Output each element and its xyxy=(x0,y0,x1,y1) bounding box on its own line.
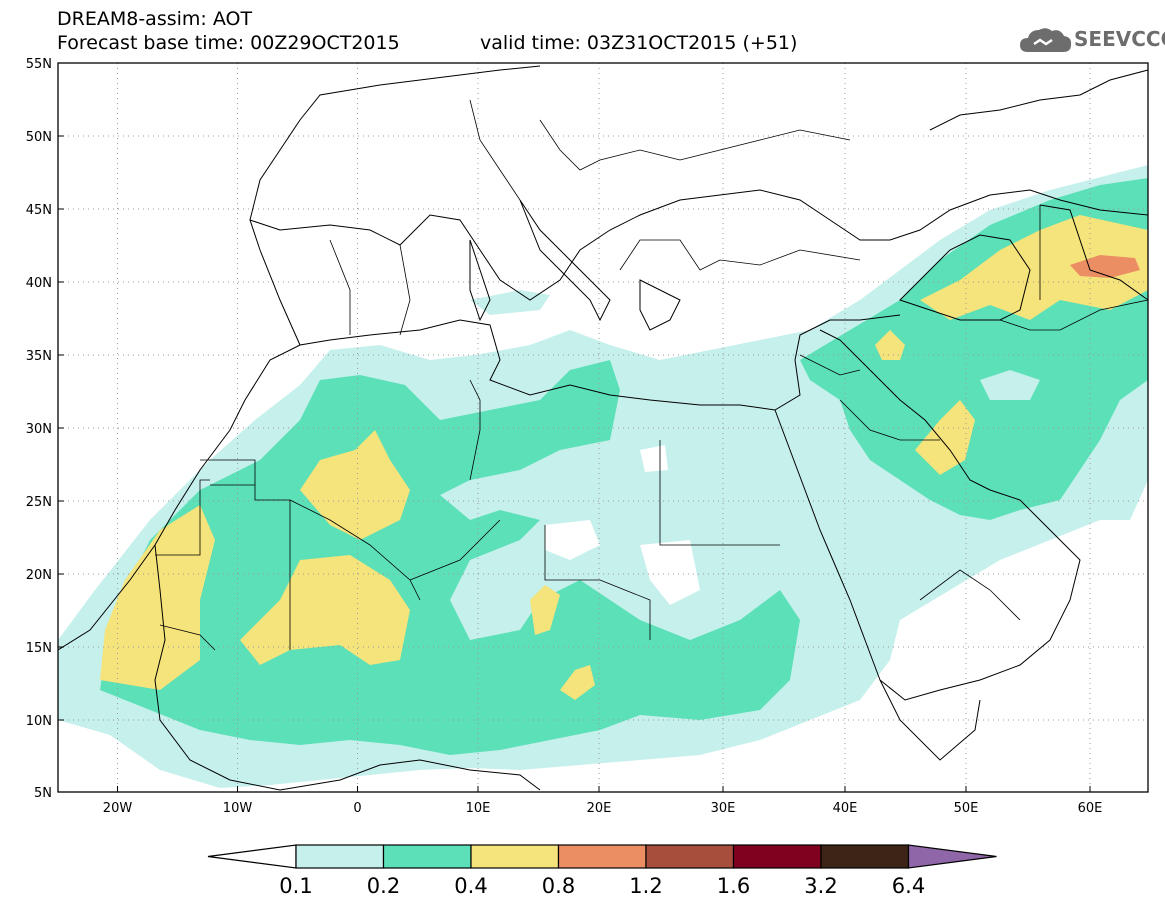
lon-labels: 20W 10W 0 10E 20E 30E 40E 50E 60E xyxy=(103,801,1103,816)
legend-swatch xyxy=(557,844,647,869)
seevccc-logo: SEEVCCC xyxy=(1018,22,1165,58)
lon-label-0: 0 xyxy=(353,801,361,816)
aot-band-0.4 xyxy=(240,555,410,665)
forecast-base-time: Forecast base time: 00Z29OCT2015 xyxy=(57,32,400,54)
aot-band-0.1 xyxy=(470,290,550,315)
lat-label-45n: 45N xyxy=(26,203,52,218)
axis-ticks xyxy=(58,62,1091,793)
lat-label-10n: 10N xyxy=(26,714,52,729)
legend-level-label: 0.2 xyxy=(367,874,400,898)
lat-label-30n: 30N xyxy=(26,422,52,437)
aot-band-0.4 xyxy=(100,505,215,690)
aot-band-0.8 xyxy=(1070,255,1140,278)
legend-level-label: 3.2 xyxy=(804,874,837,898)
legend-swatch xyxy=(382,844,472,869)
lon-label-40e: 40E xyxy=(833,801,858,816)
legend-swatch xyxy=(645,844,735,869)
logo-text: SEEVCCC xyxy=(1074,27,1165,51)
lon-label-20e: 20E xyxy=(587,801,612,816)
lon-label-60e: 60E xyxy=(1078,801,1103,816)
aot-band-0.4 xyxy=(300,430,410,540)
aot-gap xyxy=(880,520,1148,792)
cloud-icon xyxy=(1020,28,1072,52)
aot-band-0.4 xyxy=(560,665,595,700)
legend-swatch xyxy=(820,844,910,869)
country-borders xyxy=(155,99,1148,651)
legend-swatch xyxy=(732,844,822,869)
legend-arrow-high xyxy=(907,844,997,869)
aot-gap xyxy=(640,540,700,605)
lon-label-20w: 20W xyxy=(103,801,133,816)
lon-label-50e: 50E xyxy=(954,801,979,816)
lat-label-55n: 55N xyxy=(26,57,52,72)
aot-band-0.4 xyxy=(915,400,975,475)
legend-swatch xyxy=(295,844,385,869)
lon-label-10w: 10W xyxy=(223,801,253,816)
legend-level-label: 1.2 xyxy=(629,874,662,898)
lon-label-30e: 30E xyxy=(711,801,736,816)
coastlines xyxy=(58,65,1148,791)
legend-swatch xyxy=(470,844,560,869)
legend-arrow-low xyxy=(207,844,297,869)
legend-level-label: 6.4 xyxy=(892,874,925,898)
aot-gap xyxy=(545,520,600,560)
aot-band-0.4 xyxy=(530,585,560,635)
legend-level-label: 0.1 xyxy=(279,874,312,898)
aot-band-0.4 xyxy=(920,215,1148,320)
lon-label-10e: 10E xyxy=(466,801,491,816)
aot-gap xyxy=(640,445,668,472)
lat-label-15n: 15N xyxy=(26,641,52,656)
aot-fields xyxy=(58,165,1148,792)
aot-band-0.4 xyxy=(875,330,905,360)
graticule xyxy=(58,63,1148,792)
lat-label-20n: 20N xyxy=(26,568,52,583)
legend-level-label: 0.8 xyxy=(542,874,575,898)
lat-label-35n: 35N xyxy=(26,349,52,364)
map-title: DREAM8-assim: AOT xyxy=(57,8,253,30)
legend-level-label: 1.6 xyxy=(717,874,750,898)
lat-label-5n: 5N xyxy=(34,786,52,801)
lat-label-50n: 50N xyxy=(26,130,52,145)
lat-label-25n: 25N xyxy=(26,495,52,510)
legend-level-label: 0.4 xyxy=(454,874,487,898)
lat-label-40n: 40N xyxy=(26,276,52,291)
aot-band-0.2 xyxy=(980,370,1040,400)
lat-labels: 5N 10N 15N 20N 25N 30N 35N 40N 45N 50N 5… xyxy=(26,57,52,801)
valid-time: valid time: 03Z31OCT2015 (+51) xyxy=(480,32,798,54)
